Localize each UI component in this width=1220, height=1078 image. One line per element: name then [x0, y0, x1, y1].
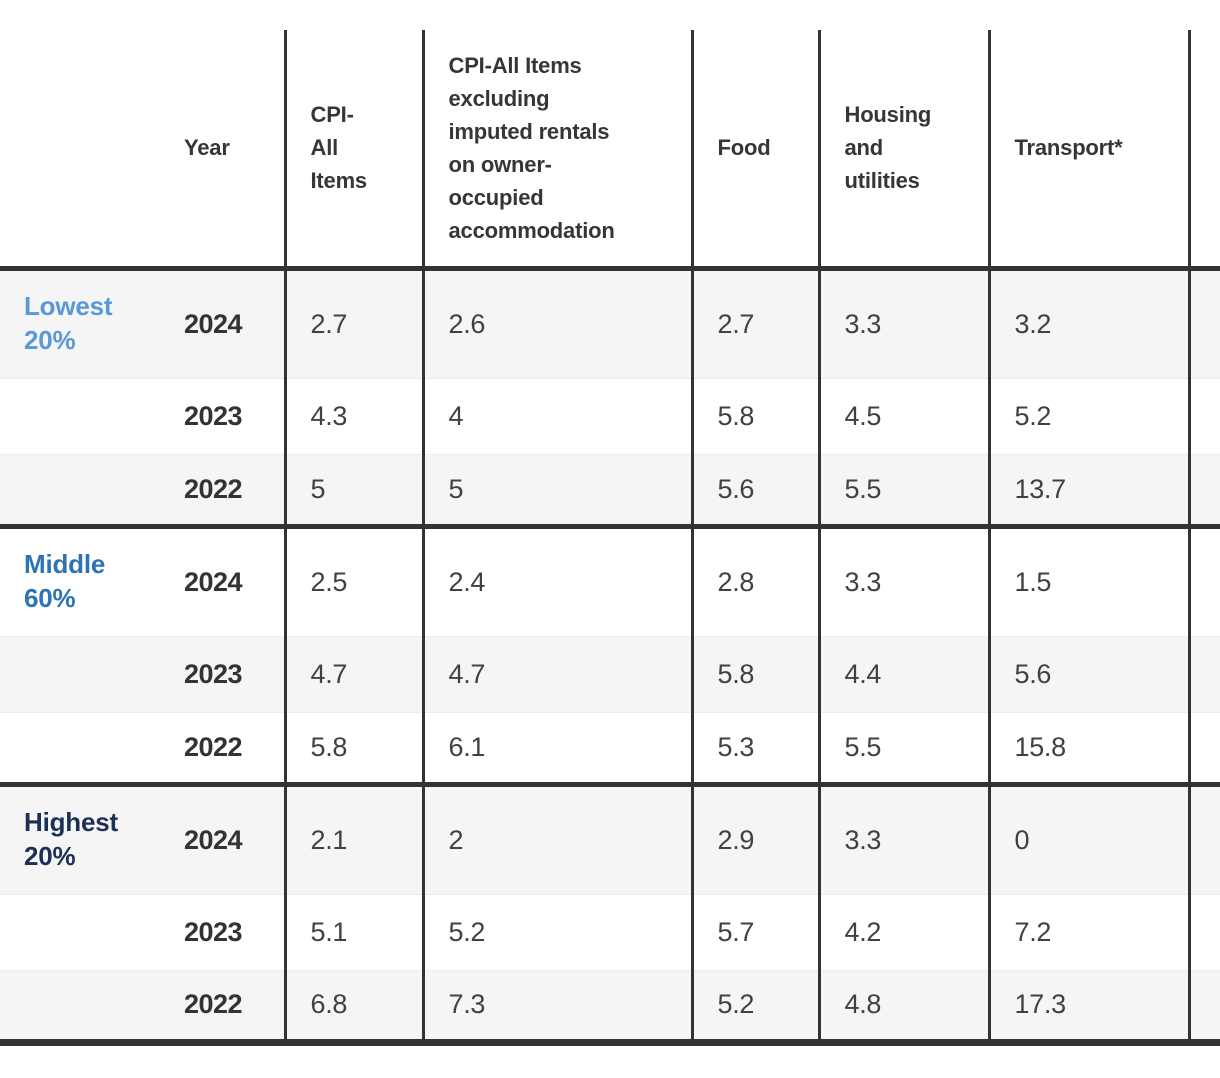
group-label-spacer	[0, 635, 160, 712]
table-row: Highest 20% 2024 2.1 2 2.9 3.3 0	[0, 781, 1220, 894]
table-row: 2022 6.8 7.3 5.2 4.8 17.3	[0, 969, 1220, 1046]
cutoff-cell	[1187, 711, 1220, 784]
group-label-lowest-20: Lowest 20%	[0, 268, 160, 378]
col-header-cutoff	[1187, 30, 1220, 271]
year-cell: 2024	[160, 781, 285, 894]
value-cell: 6.1	[421, 711, 692, 784]
value-cell: 5.2	[987, 377, 1189, 454]
group-label-spacer	[0, 711, 160, 784]
value-cell: 2.4	[421, 523, 692, 636]
value-cell: 3.3	[817, 268, 989, 378]
value-cell: 6.8	[283, 969, 423, 1046]
cutoff-cell	[1187, 523, 1220, 636]
value-cell: 5	[283, 453, 423, 526]
value-cell: 2	[421, 781, 692, 894]
value-cell: 5.3	[690, 711, 819, 784]
cpi-table: Year CPI- All Items CPI-All Items exclud…	[0, 30, 1220, 1046]
value-cell: 2.1	[283, 781, 423, 894]
value-cell: 5.8	[690, 635, 819, 712]
value-cell: 15.8	[987, 711, 1189, 784]
value-cell: 4.5	[817, 377, 989, 454]
value-cell: 0	[987, 781, 1189, 894]
value-cell: 5.2	[690, 969, 819, 1046]
cutoff-cell	[1187, 781, 1220, 894]
year-cell: 2023	[160, 377, 285, 454]
cutoff-cell	[1187, 969, 1220, 1046]
value-cell: 7.3	[421, 969, 692, 1046]
year-cell: 2024	[160, 268, 285, 378]
value-cell: 5.6	[690, 453, 819, 526]
year-cell: 2023	[160, 635, 285, 712]
value-cell: 3.3	[817, 781, 989, 894]
value-cell: 13.7	[987, 453, 1189, 526]
value-cell: 2.7	[283, 268, 423, 378]
value-cell: 3.2	[987, 268, 1189, 378]
group-label-highest-20: Highest 20%	[0, 781, 160, 894]
year-cell: 2022	[160, 969, 285, 1046]
value-cell: 4.8	[817, 969, 989, 1046]
value-cell: 5.8	[690, 377, 819, 454]
table-row: Middle 60% 2024 2.5 2.4 2.8 3.3 1.5	[0, 523, 1220, 636]
value-cell: 2.7	[690, 268, 819, 378]
value-cell: 5.7	[690, 893, 819, 970]
col-header-cpi-excl-rentals: CPI-All Items excluding imputed rentals …	[421, 30, 692, 271]
group-label-spacer	[0, 893, 160, 970]
value-cell: 2.9	[690, 781, 819, 894]
cutoff-cell	[1187, 893, 1220, 970]
year-cell: 2022	[160, 453, 285, 526]
value-cell: 5.1	[283, 893, 423, 970]
col-header-transport: Transport*	[987, 30, 1189, 271]
col-header-food: Food	[690, 30, 819, 271]
cutoff-cell	[1187, 635, 1220, 712]
year-cell: 2022	[160, 711, 285, 784]
value-cell: 2.8	[690, 523, 819, 636]
value-cell: 2.6	[421, 268, 692, 378]
col-header-cpi-all-items: CPI- All Items	[283, 30, 423, 271]
cutoff-cell	[1187, 453, 1220, 526]
value-cell: 4.4	[817, 635, 989, 712]
value-cell: 5.6	[987, 635, 1189, 712]
value-cell: 5.2	[421, 893, 692, 970]
value-cell: 4.3	[283, 377, 423, 454]
year-cell: 2023	[160, 893, 285, 970]
table-row: 2022 5 5 5.6 5.5 13.7	[0, 453, 1220, 526]
value-cell: 17.3	[987, 969, 1189, 1046]
group-label-middle-60: Middle 60%	[0, 523, 160, 636]
value-cell: 2.5	[283, 523, 423, 636]
value-cell: 4.7	[283, 635, 423, 712]
header-row: Year CPI- All Items CPI-All Items exclud…	[0, 30, 1220, 271]
value-cell: 5.5	[817, 711, 989, 784]
value-cell: 4	[421, 377, 692, 454]
col-header-housing-utilities: Housing and utilities	[817, 30, 989, 271]
group-label-spacer	[0, 377, 160, 454]
col-header-year: Year	[160, 30, 285, 271]
table-row: 2022 5.8 6.1 5.3 5.5 15.8	[0, 711, 1220, 784]
value-cell: 1.5	[987, 523, 1189, 636]
value-cell: 4.2	[817, 893, 989, 970]
col-header-empty	[0, 30, 160, 271]
group-label-spacer	[0, 453, 160, 526]
value-cell: 3.3	[817, 523, 989, 636]
table-row: Lowest 20% 2024 2.7 2.6 2.7 3.3 3.2	[0, 268, 1220, 378]
cutoff-cell	[1187, 268, 1220, 378]
table-row: 2023 4.3 4 5.8 4.5 5.2	[0, 377, 1220, 454]
value-cell: 4.7	[421, 635, 692, 712]
value-cell: 5.5	[817, 453, 989, 526]
table-row: 2023 4.7 4.7 5.8 4.4 5.6	[0, 635, 1220, 712]
cutoff-cell	[1187, 377, 1220, 454]
value-cell: 5.8	[283, 711, 423, 784]
group-label-spacer	[0, 969, 160, 1046]
value-cell: 5	[421, 453, 692, 526]
year-cell: 2024	[160, 523, 285, 636]
table-row: 2023 5.1 5.2 5.7 4.2 7.2	[0, 893, 1220, 970]
value-cell: 7.2	[987, 893, 1189, 970]
